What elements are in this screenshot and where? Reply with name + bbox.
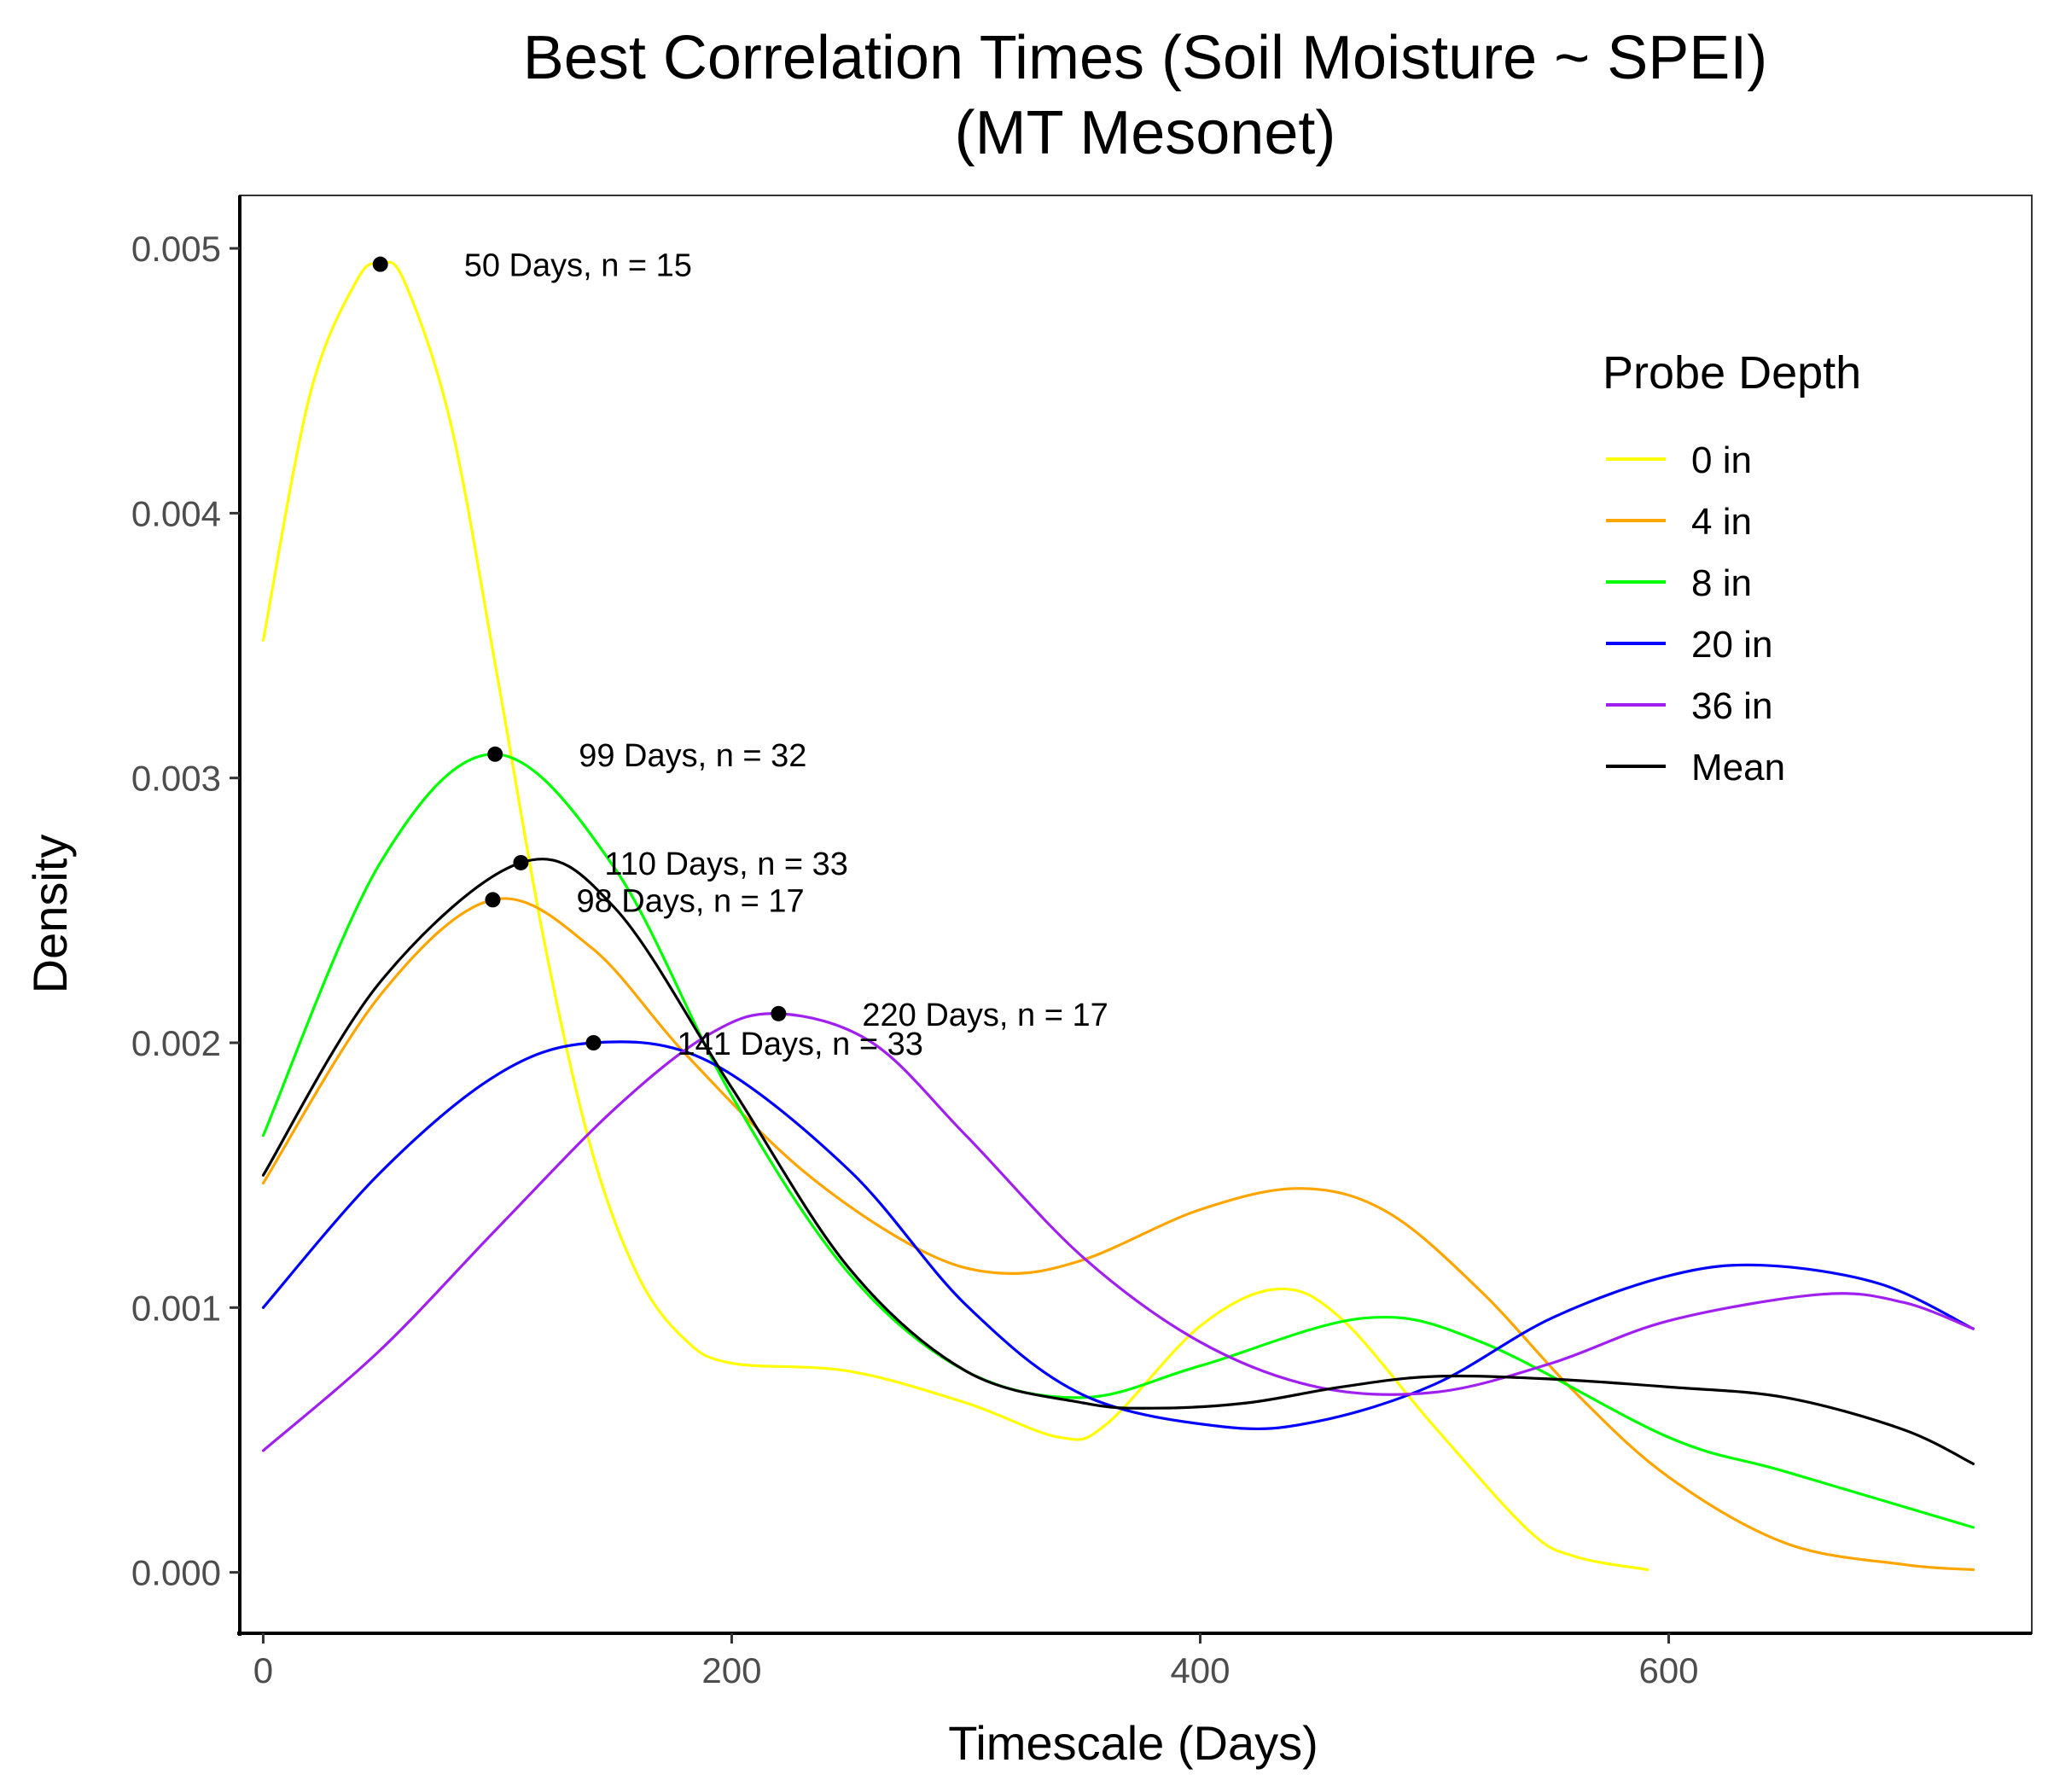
peak-point — [585, 1035, 602, 1051]
x-tick-label: 600 — [1638, 1650, 1698, 1690]
legend-label: Mean — [1691, 747, 1785, 788]
legend-label: 0 in — [1691, 439, 1752, 481]
peak-point — [372, 256, 388, 272]
x-axis-title: Timescale (Days) — [948, 1716, 1318, 1770]
chart-title-line-2: (MT Mesonet) — [955, 99, 1336, 167]
peak-label: 99 Days, n = 32 — [579, 738, 806, 774]
series-line-4-in — [261, 897, 1975, 1572]
peak-label: 50 Days, n = 15 — [464, 248, 692, 284]
peak-point — [513, 854, 529, 870]
series-line-36-in — [261, 1012, 1975, 1452]
series-line-mean — [261, 858, 1975, 1465]
legend-label: 20 in — [1691, 624, 1772, 666]
y-tick-label: 0.000 — [131, 1553, 221, 1593]
peak-point — [771, 1005, 787, 1021]
series-line-20-in — [261, 1040, 1975, 1431]
peak-label: 141 Days, n = 33 — [678, 1027, 923, 1062]
y-tick-label: 0.005 — [131, 229, 221, 269]
series-line-0-in — [261, 260, 1649, 1572]
peak-point — [487, 746, 503, 762]
legend-label: 8 in — [1691, 562, 1752, 604]
legend-items: 0 in 4 in 8 in 20 in 36 in Mean — [1606, 439, 1785, 788]
legend-title: Probe Depth — [1603, 347, 1861, 399]
y-tick-label: 0.004 — [131, 493, 221, 533]
peak-label: 110 Days, n = 33 — [604, 847, 848, 882]
y-tick-label: 0.001 — [131, 1288, 221, 1328]
peak-point — [485, 892, 501, 908]
x-axis-ticks: 0 200 400 600 — [253, 1633, 1699, 1690]
x-tick-label: 400 — [1170, 1650, 1230, 1690]
legend-label: 36 in — [1691, 685, 1772, 727]
density-lines — [261, 260, 1975, 1572]
y-tick-label: 0.002 — [131, 1023, 221, 1063]
peak-label: 98 Days, n = 17 — [576, 883, 804, 919]
legend: Probe Depth 0 in 4 in 8 in 20 in 36 in Mean — [1603, 347, 1861, 788]
peak-label: 220 Days, n = 17 — [862, 998, 1108, 1033]
x-tick-label: 0 — [253, 1650, 273, 1690]
chart-title-line-1: Best Correlation Times (Soil Moisture ~ … — [523, 24, 1768, 92]
legend-label: 4 in — [1691, 501, 1752, 543]
x-tick-label: 200 — [701, 1650, 761, 1690]
plot-panel — [239, 195, 2033, 1634]
peak-markers: 50 Days, n = 15 99 Days, n = 32 110 Days, … — [372, 248, 1108, 1062]
y-tick-label: 0.003 — [131, 759, 221, 799]
y-axis-title: Density — [23, 835, 77, 994]
y-axis-ticks: 0.000 0.001 0.002 0.003 0.004 0.005 — [131, 229, 240, 1593]
